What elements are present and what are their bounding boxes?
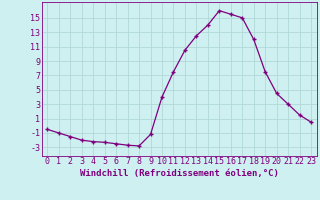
X-axis label: Windchill (Refroidissement éolien,°C): Windchill (Refroidissement éolien,°C) (80, 169, 279, 178)
